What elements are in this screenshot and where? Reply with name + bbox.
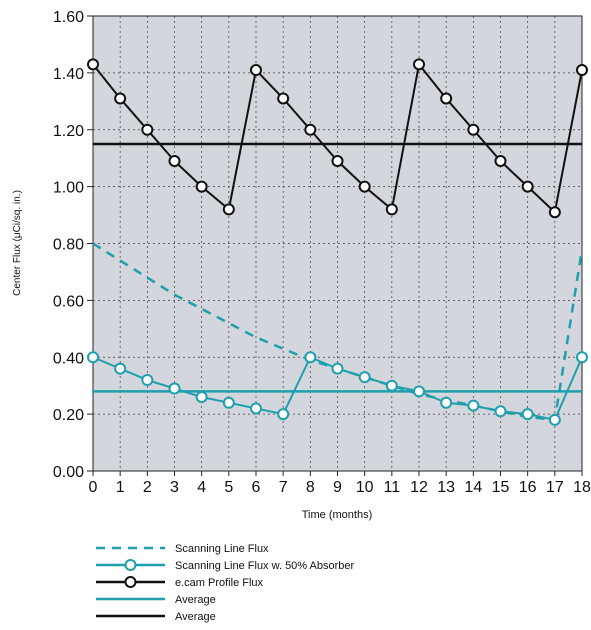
- data-point: [385, 203, 398, 216]
- x-tick-label: 4: [197, 479, 206, 496]
- data-point: [576, 351, 588, 364]
- data-point: [250, 402, 262, 415]
- y-axis-label: Center Flux (μCi/sq. in.): [12, 190, 23, 296]
- data-point: [548, 413, 561, 426]
- data-point: [467, 399, 480, 412]
- data-point: [331, 362, 344, 375]
- x-tick-label: 9: [333, 479, 342, 496]
- legend-label: Scanning Line Flux w. 50% Absorber: [175, 560, 355, 572]
- x-tick-label: 1: [116, 479, 125, 496]
- data-point: [304, 123, 317, 136]
- legend-marker: [124, 576, 137, 588]
- legend: Scanning Line Flux Scanning Line Flux w. …: [96, 543, 355, 623]
- y-tick-label: 1.20: [53, 123, 84, 140]
- data-point: [358, 371, 371, 384]
- data-point: [548, 206, 561, 219]
- x-axis-ticks: 0 1 2 3 4 5 6 7 8 9 10 11 12 13 14 15 16 17 18: [89, 471, 591, 496]
- data-point: [385, 379, 398, 392]
- x-tick-label: 0: [89, 479, 98, 496]
- series-scanning-line-flux-w-50-absorber: [87, 351, 588, 426]
- data-point: [87, 58, 99, 71]
- y-tick-label: 0.80: [53, 237, 84, 254]
- data-point: [467, 123, 480, 136]
- x-tick-label: 7: [279, 479, 288, 496]
- legend-marker: [124, 559, 137, 571]
- y-tick-label: 1.40: [53, 66, 84, 83]
- data-point: [195, 180, 208, 193]
- legend-label: Average: [175, 594, 216, 606]
- data-point: [222, 396, 235, 409]
- series-e-cam-profile-flux: [87, 58, 588, 219]
- x-tick-label: 16: [519, 479, 537, 496]
- series-layer: [87, 58, 588, 426]
- data-point: [440, 396, 453, 409]
- x-tick-label: 13: [437, 479, 455, 496]
- data-point: [521, 408, 534, 421]
- data-point: [304, 351, 317, 364]
- y-tick-label: 0.40: [53, 350, 84, 367]
- data-point: [222, 203, 235, 216]
- data-point: [141, 374, 154, 386]
- x-tick-label: 14: [464, 479, 482, 496]
- data-point: [168, 155, 181, 168]
- x-tick-label: 17: [546, 479, 564, 496]
- x-tick-label: 6: [252, 479, 261, 496]
- data-point: [277, 92, 290, 105]
- x-tick-label: 15: [492, 479, 510, 496]
- data-point: [195, 391, 208, 404]
- data-point: [413, 58, 425, 71]
- grid: [93, 16, 582, 471]
- y-tick-label: 0.00: [53, 464, 84, 481]
- x-tick-label: 5: [224, 479, 233, 496]
- x-tick-label: 8: [306, 479, 315, 496]
- data-point: [494, 155, 507, 168]
- data-point: [494, 405, 507, 418]
- legend-label: Average: [175, 611, 216, 623]
- data-point: [250, 64, 262, 77]
- data-point: [277, 408, 290, 421]
- x-tick-label: 2: [143, 479, 152, 496]
- legend-label: e.cam Profile Flux: [175, 577, 264, 589]
- data-point: [413, 385, 425, 398]
- data-point: [114, 92, 127, 105]
- x-tick-label: 3: [170, 479, 179, 496]
- data-point: [87, 351, 99, 364]
- data-point: [114, 362, 127, 375]
- x-tick-label: 11: [384, 479, 401, 496]
- x-tick-label: 10: [356, 479, 374, 496]
- data-point: [521, 180, 534, 193]
- data-point: [576, 64, 588, 77]
- y-tick-label: 0.20: [53, 407, 84, 424]
- data-point: [168, 382, 181, 395]
- data-point: [141, 123, 154, 136]
- legend-label: Scanning Line Flux: [175, 543, 269, 555]
- y-tick-label: 0.60: [53, 293, 84, 310]
- x-axis-label: Time (months): [302, 509, 373, 521]
- data-point: [331, 155, 344, 168]
- y-axis-ticks: 0.00 0.20 0.40 0.60 0.80 1.00 1.20 1.40 1.60: [53, 9, 93, 481]
- y-tick-label: 1.00: [53, 180, 84, 197]
- x-tick-label: 18: [573, 479, 591, 496]
- x-tick-label: 12: [410, 479, 428, 496]
- y-tick-label: 1.60: [53, 9, 84, 26]
- data-point: [440, 92, 453, 105]
- data-point: [358, 180, 371, 193]
